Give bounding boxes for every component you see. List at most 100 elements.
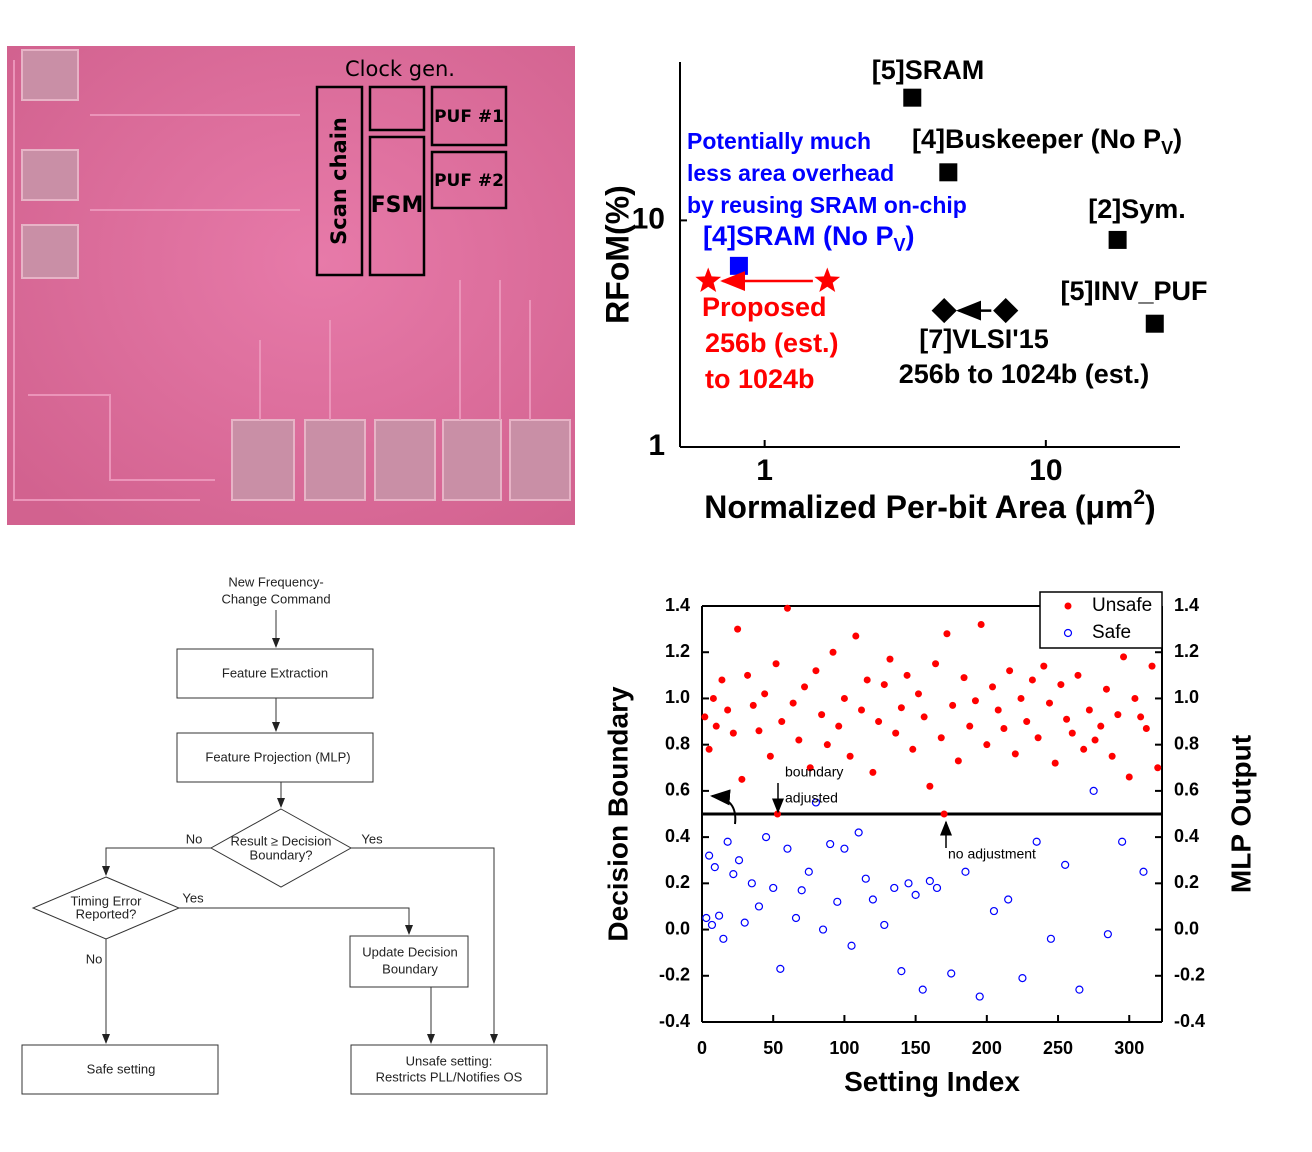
y2-tick-label: 1.2 <box>1174 641 1199 661</box>
y2-axis-label: MLP Output <box>1225 735 1256 893</box>
point <box>724 706 732 714</box>
edge-label: No <box>186 831 203 846</box>
point <box>734 856 744 865</box>
point <box>761 833 771 842</box>
point <box>977 620 985 628</box>
point <box>1040 662 1048 670</box>
y-tick-label: 1 <box>648 429 665 462</box>
point-label-text: [4]Buskeeper (No P <box>912 124 1161 154</box>
point <box>846 752 854 760</box>
point <box>1051 759 1059 767</box>
point <box>1120 653 1128 661</box>
point <box>729 729 737 737</box>
point <box>960 674 968 682</box>
annotation: less area overhead <box>687 160 894 186</box>
legend-box <box>1039 591 1163 649</box>
label: PUF #1 <box>434 107 504 127</box>
point <box>766 752 774 760</box>
point <box>709 694 717 702</box>
y2-tick-label: 0.4 <box>1174 826 1199 846</box>
point <box>911 890 920 899</box>
point <box>971 697 979 705</box>
point <box>903 88 922 107</box>
point-label: Proposed <box>702 292 827 322</box>
point <box>1034 734 1042 742</box>
point <box>795 736 803 744</box>
node <box>350 1044 548 1095</box>
point-label: [4]Buskeeper (No PV) <box>912 124 1182 158</box>
legend-label: Unsafe <box>1092 595 1152 616</box>
point <box>1011 750 1019 758</box>
point <box>806 764 814 772</box>
point <box>1006 667 1014 675</box>
point <box>904 879 913 888</box>
point <box>1091 736 1099 744</box>
x-tick-label: 150 <box>901 1038 931 1058</box>
y2-tick-label: 1.4 <box>1174 595 1199 615</box>
point <box>719 934 728 943</box>
x-axis-label: Normalized Per-bit Area (μm2) <box>704 486 1155 526</box>
point <box>886 655 894 663</box>
point <box>897 704 905 712</box>
annotation: no adjustment <box>948 846 1036 862</box>
x-axis-label-text: Setting Index <box>844 1066 1020 1097</box>
point <box>1139 867 1148 876</box>
point <box>926 782 934 790</box>
point <box>1148 662 1156 670</box>
label: PUF #2 <box>434 171 504 191</box>
x-tick-label: 100 <box>829 1038 859 1058</box>
point <box>1063 628 1073 638</box>
annotation: boundary <box>785 764 843 780</box>
point <box>738 775 746 783</box>
point-label: 256b to 1024b (est.) <box>899 359 1150 389</box>
point <box>734 625 742 633</box>
edge-label: Yes <box>361 831 383 846</box>
point <box>1103 930 1112 939</box>
point <box>939 163 958 182</box>
y2-tick-label: 0.2 <box>1174 872 1199 892</box>
point <box>1118 837 1127 846</box>
point <box>920 713 928 721</box>
point <box>712 722 720 730</box>
y-tick-label: -0.4 <box>659 1011 690 1031</box>
point <box>791 913 801 923</box>
node-text: Feature Extraction <box>222 665 328 680</box>
point <box>868 895 877 904</box>
y-tick-label: 1.2 <box>665 641 690 661</box>
point <box>892 729 900 737</box>
x-axis-label-text: Normalized Per-bit Area (μm <box>704 489 1133 525</box>
node-text: Change Command <box>221 591 330 606</box>
y-tick-label: -0.2 <box>659 965 690 985</box>
point <box>863 676 871 684</box>
point <box>947 969 956 978</box>
point-label-text: [4]SRAM (No P <box>703 221 894 251</box>
point <box>1000 724 1008 732</box>
point <box>914 690 922 698</box>
edge-label: Yes <box>182 890 204 905</box>
node <box>349 935 469 988</box>
y-tick-label: 10 <box>632 202 665 235</box>
point <box>840 694 848 702</box>
point-label-end: ) <box>1173 124 1182 154</box>
node-text: Restricts PLL/Notifies OS <box>376 1069 523 1084</box>
point <box>1125 773 1133 781</box>
point <box>1137 713 1145 721</box>
y2-tick-label: 0.6 <box>1174 780 1199 800</box>
point <box>993 297 1019 324</box>
point <box>826 839 835 849</box>
point <box>772 660 780 668</box>
point-label: [2]Sym. <box>1088 194 1186 224</box>
node-text: Unsafe setting: <box>406 1053 493 1068</box>
label: Clock gen. <box>345 57 455 81</box>
point-label: [5]INV_PUF <box>1060 276 1207 306</box>
point <box>835 722 843 730</box>
point <box>707 920 717 930</box>
x-tick-label: 10 <box>1029 454 1062 487</box>
point <box>1028 676 1036 684</box>
point <box>1063 715 1071 723</box>
point-label-text: [5]INV_PUF <box>1060 276 1207 306</box>
node-text: Result ≥ Decision <box>230 833 331 848</box>
point <box>1114 711 1122 719</box>
point <box>961 867 970 876</box>
point <box>1032 837 1041 846</box>
